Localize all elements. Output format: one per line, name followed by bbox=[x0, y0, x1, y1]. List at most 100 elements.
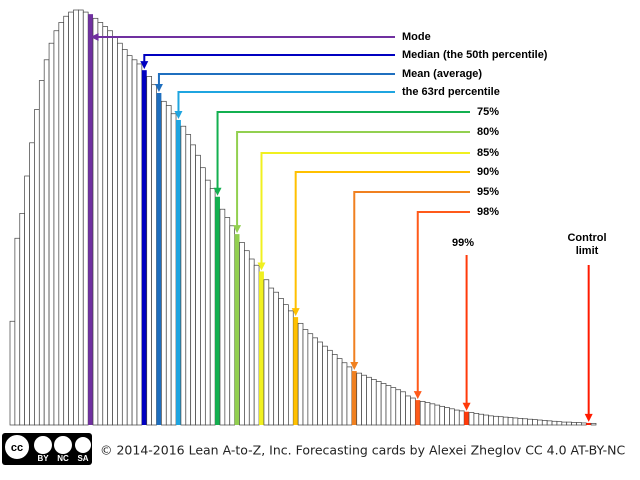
bar bbox=[239, 242, 245, 426]
arrowhead bbox=[257, 262, 266, 271]
bar bbox=[566, 421, 572, 426]
arrowhead bbox=[462, 402, 471, 411]
bar bbox=[507, 417, 514, 426]
bar bbox=[517, 418, 524, 426]
bar bbox=[248, 258, 255, 426]
bar bbox=[88, 14, 94, 426]
bar bbox=[136, 63, 143, 426]
bar bbox=[151, 84, 157, 426]
bar bbox=[229, 225, 235, 426]
bar bbox=[341, 362, 348, 426]
marker: 98% bbox=[413, 206, 499, 400]
marker: 85% bbox=[257, 147, 499, 271]
marker: Mode bbox=[90, 31, 431, 43]
marker-label: Control limit bbox=[567, 232, 607, 257]
marker: the 63rd percentile bbox=[174, 86, 500, 119]
bar bbox=[92, 17, 99, 426]
bar bbox=[165, 105, 172, 426]
bar bbox=[204, 179, 211, 426]
bar bbox=[468, 412, 475, 426]
bar bbox=[522, 418, 528, 426]
bar bbox=[415, 400, 421, 425]
bar bbox=[78, 9, 84, 426]
arrowhead bbox=[350, 362, 359, 371]
bar bbox=[176, 119, 181, 425]
bar bbox=[590, 422, 597, 426]
bar bbox=[537, 419, 543, 426]
bar bbox=[327, 349, 333, 426]
marker: Median (the 50th percentile) bbox=[140, 49, 548, 70]
bar bbox=[586, 422, 592, 425]
bar bbox=[541, 420, 548, 426]
bar bbox=[48, 42, 55, 426]
bar bbox=[9, 320, 16, 426]
bar bbox=[307, 333, 314, 426]
license-badge: cc BY NC SA bbox=[2, 433, 92, 465]
bar bbox=[493, 415, 499, 426]
bar bbox=[546, 420, 553, 426]
bar bbox=[73, 9, 79, 426]
marker: 80% bbox=[233, 126, 499, 234]
arrowhead bbox=[213, 187, 222, 196]
badge-by: BY bbox=[37, 454, 49, 463]
bar bbox=[43, 59, 50, 426]
marker bbox=[584, 265, 593, 422]
marker: 99% bbox=[452, 237, 474, 411]
bar bbox=[224, 217, 231, 426]
bar bbox=[375, 381, 382, 426]
bar bbox=[366, 376, 372, 426]
bar bbox=[400, 391, 406, 426]
marker: 90% bbox=[291, 166, 499, 317]
bar bbox=[317, 341, 323, 426]
bar bbox=[180, 125, 187, 426]
bar bbox=[346, 366, 353, 426]
badge-nc: NC bbox=[57, 454, 69, 463]
bar bbox=[512, 417, 519, 426]
marker-label: Median (the 50th percentile) bbox=[402, 49, 548, 61]
marker-label: 95% bbox=[477, 186, 499, 198]
bar bbox=[244, 250, 250, 426]
bar bbox=[322, 345, 328, 426]
bar bbox=[405, 395, 411, 426]
bar bbox=[439, 405, 445, 426]
bar bbox=[483, 414, 489, 426]
marker-label: 75% bbox=[477, 106, 499, 118]
marker-arrow bbox=[294, 171, 470, 311]
badge-sa: SA bbox=[77, 454, 88, 463]
bar bbox=[156, 93, 162, 425]
bar bbox=[527, 418, 533, 426]
bar bbox=[449, 408, 455, 426]
marker-arrow bbox=[143, 54, 395, 64]
bar bbox=[351, 371, 357, 425]
marker-arrow bbox=[416, 211, 470, 394]
bar bbox=[121, 49, 128, 426]
bar bbox=[561, 421, 568, 426]
bar bbox=[283, 304, 289, 426]
bar bbox=[97, 22, 104, 426]
bar bbox=[302, 329, 309, 426]
bar bbox=[146, 76, 152, 426]
bar bbox=[380, 383, 387, 426]
bar bbox=[200, 167, 206, 426]
bar bbox=[53, 30, 60, 426]
marker-label: 85% bbox=[477, 147, 499, 159]
badge-cc-circle bbox=[3, 433, 31, 461]
bar bbox=[571, 422, 577, 426]
arrowhead bbox=[154, 84, 163, 92]
bar bbox=[497, 416, 504, 426]
bar bbox=[390, 387, 397, 426]
bar bbox=[195, 154, 201, 426]
bar bbox=[434, 404, 441, 426]
bar bbox=[161, 100, 167, 426]
bar bbox=[410, 397, 416, 426]
bar bbox=[502, 416, 509, 426]
bar bbox=[395, 389, 402, 426]
bar bbox=[234, 234, 240, 425]
bar bbox=[107, 30, 113, 426]
bar bbox=[473, 413, 480, 426]
bar bbox=[29, 142, 35, 426]
bar bbox=[19, 213, 25, 426]
bar bbox=[268, 287, 275, 426]
bar bbox=[38, 80, 45, 426]
